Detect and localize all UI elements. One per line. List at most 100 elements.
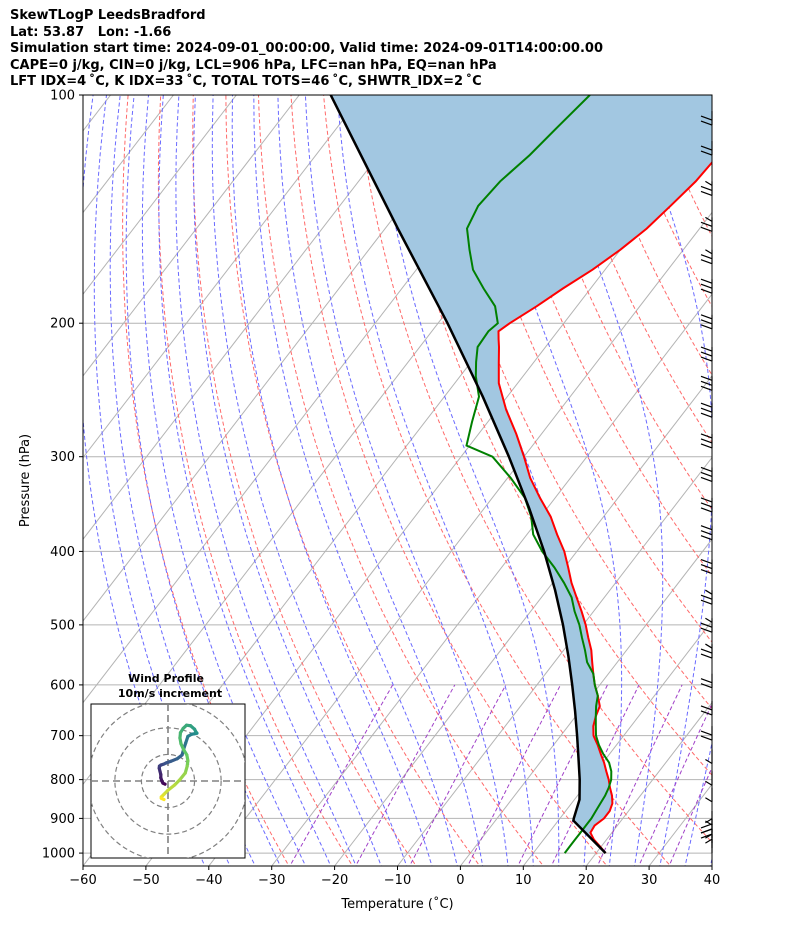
wind-barb [700,433,713,449]
y-tick-label: 1000 [42,847,75,862]
wind-barb [700,141,713,156]
wind-barb [700,589,713,605]
wind-barb [700,726,713,741]
moist-adiabat-line [709,857,712,866]
isotherm-line [711,865,712,866]
x-tick-label: 40 [704,873,721,888]
dry-adiabat-line [453,95,712,643]
wind-profile-subtitle: 10m/s increment [118,687,222,700]
mixing-ratio-line [289,684,394,866]
x-tick-label: 10 [515,873,532,888]
isotherm-line [83,95,363,459]
wind-profile-title: Wind Profile [128,672,204,685]
cin-area [330,95,712,854]
isotherm-line [83,95,237,296]
mixing-ratio-line [596,684,683,866]
parcel-line [329,95,607,854]
wind-barb [705,811,713,826]
x-tick-label: −40 [195,873,222,888]
dry-adiabat-line [780,95,794,869]
wind-barb [700,249,713,265]
wind-barb [700,466,713,483]
x-tick-label: −60 [69,873,96,888]
moist-adiabat-line [193,95,382,866]
y-tick-label: 500 [50,618,75,633]
chart-title: SkewTLogP LeedsBradford [10,8,206,23]
dry-adiabat-line [648,95,712,238]
y-tick-label: 700 [50,729,75,744]
mixing-ratio-line [668,766,712,866]
isotherm-line [334,375,712,866]
dry-adiabat-line [681,95,712,166]
wind-barb [705,771,713,786]
wind-barb [700,402,713,418]
location-coordinates: Lat: 53.87 Lon: -1.66 [10,24,172,40]
wind-barb [705,749,713,764]
wind-barb [700,673,713,689]
cape-cin-shading [330,95,712,854]
moist-adiabat-line [141,95,307,866]
moist-adiabat-line [545,95,664,866]
hodograph-segment [159,796,166,802]
x-axis-label: Temperature (˚C) [340,896,453,912]
x-tick-label: −20 [321,873,348,888]
wind-barb [705,838,713,854]
y-tick-label: 300 [50,450,75,465]
moist-adiabat-line [684,740,712,866]
moist-adiabat-line [735,95,794,869]
wind-barb [700,525,713,541]
wind-barb [700,180,713,196]
moist-adiabat-line [632,95,712,866]
x-tick-label: −30 [258,873,285,888]
mixing-ratio-line [467,684,561,866]
index-values: LFT IDX=4 ˚C, K IDX=33 ˚C, TOTAL TOTS=46… [10,74,482,89]
x-tick-label: 20 [578,873,595,888]
wind-barb [705,787,713,803]
dry-adiabat-line [323,95,672,866]
dry-adiabat-line [225,95,481,866]
mixing-ratio-line [355,684,456,866]
wind-barb [700,558,713,575]
wind-barb [700,346,713,362]
hodograph-area [91,704,245,858]
mixing-ratio-line [638,702,712,866]
isotherm-line [522,620,712,866]
moist-adiabat-line [304,95,509,866]
wind-profile-inset: Wind Profile 10m/s increment [90,672,246,859]
moist-adiabat-line [336,95,534,866]
wind-barb [700,700,713,716]
y-tick-label: 900 [50,812,75,827]
isotherm-line [397,456,712,866]
moist-adiabat-line [211,95,408,866]
x-tick-label: −50 [132,873,159,888]
sounding-profiles [329,95,712,854]
y-tick-label: 400 [50,545,75,560]
y-tick-label: 100 [50,89,75,104]
moist-adiabat-line [253,95,458,866]
moist-adiabat-line [374,95,560,866]
isotherm-line [271,293,712,866]
simulation-times: Simulation start time: 2024-09-01_00:00:… [10,41,603,56]
dry-adiabat-line [715,95,794,869]
dry-adiabat-line [290,95,608,866]
isotherm-line [648,783,712,866]
x-tick-label: 0 [456,873,464,888]
wind-barbs [700,111,713,854]
wind-barb [700,375,713,391]
x-tick-label: 30 [641,873,658,888]
y-tick-label: 800 [50,773,75,788]
axes: Temperature (˚C) Pressure (hPa) −60 −50 −4… [18,89,720,913]
stability-parameters: CAPE=0 j/kg, CIN=0 j/kg, LCL=906 hPa, LF… [10,57,497,73]
isotherm-line [83,95,426,541]
isotherm-line [460,538,712,866]
wind-barb [700,497,713,513]
wind-barb [700,216,713,232]
wind-barb [700,111,713,126]
isotherm-line [585,701,712,866]
moist-adiabat-line [277,95,484,866]
isotherm-line [83,95,300,377]
moist-adiabat-line [175,95,357,866]
x-tick-label: −10 [384,873,411,888]
moist-adiabat-line [125,95,281,866]
